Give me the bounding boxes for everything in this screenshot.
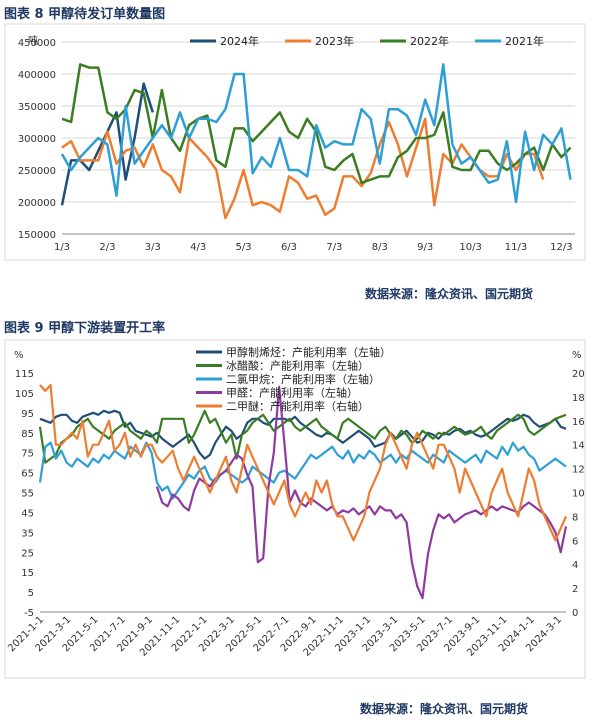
right-y-tick-label: 8 (572, 512, 578, 523)
right-y-tick-label: 16 (572, 417, 585, 428)
left-y-axis-unit: % (14, 350, 24, 361)
right-y-tick-label: 12 (572, 465, 585, 476)
chart-1-frame (4, 23, 586, 261)
y-tick-label: 450000 (18, 38, 56, 49)
figure-2-caption: 图表 9 甲醇下游装置开工率 (4, 321, 166, 336)
left-y-tick-label: 35 (21, 528, 34, 539)
series-line (155, 385, 568, 600)
right-y-tick-label: 18 (572, 393, 585, 404)
left-y-tick-label: 75 (21, 449, 34, 460)
y-tick-label: 200000 (18, 198, 56, 209)
y-tick-label: 400000 (18, 70, 56, 81)
x-tick-label: 6/3 (281, 242, 297, 253)
right-y-tick-label: 4 (572, 560, 578, 571)
x-tick-label: 5/3 (236, 242, 252, 253)
x-tick-label: 4/3 (190, 242, 206, 253)
legend-label: 2022年 (410, 34, 449, 48)
x-tick-label: 10/3 (459, 242, 481, 253)
left-y-tick-label: 95 (21, 409, 34, 420)
right-y-tick-label: 10 (572, 489, 585, 500)
x-tick-label: 11/3 (505, 242, 527, 253)
left-y-tick-label: 115 (15, 369, 34, 380)
left-y-tick-label: 105 (15, 389, 34, 400)
right-y-tick-label: 14 (572, 441, 585, 452)
y-tick-label: 350000 (18, 102, 56, 113)
right-y-tick-label: 6 (572, 536, 578, 547)
y-tick-label: 150000 (18, 230, 56, 241)
series-line (39, 383, 568, 542)
chart-2-frame (4, 339, 586, 679)
figure-1-caption: 图表 8 甲醇待发订单数量图 (4, 7, 166, 22)
right-y-tick-label: 20 (572, 369, 585, 380)
x-tick-label: 7/3 (326, 242, 342, 253)
legend-label: 二甲醚：产能利用率（右轴） (226, 399, 369, 413)
legend-label: 2023年 (315, 34, 354, 48)
left-y-tick-label: 65 (21, 469, 34, 480)
x-tick-label: 2/3 (99, 242, 115, 253)
legend-label: 2024年 (220, 34, 259, 48)
legend-label: 甲醇制烯烃：产能利用率（左轴） (226, 345, 391, 359)
legend-label: 冰醋酸：产能利用率（左轴） (226, 359, 369, 373)
left-y-tick-label: -5 (24, 608, 34, 619)
x-tick-label: 3/3 (145, 242, 161, 253)
legend-label: 2021年 (505, 34, 544, 48)
y-axis-unit: 吨 (28, 34, 38, 47)
legend-label: 二氯甲烷：产能利用率（左轴） (226, 372, 380, 386)
figure-1-source: 数据来源：隆众资讯、国元期货 (365, 287, 534, 301)
series-line (38, 441, 567, 500)
series-line (61, 117, 545, 220)
left-y-tick-label: 5 (28, 588, 34, 599)
order-backlog-chart: 150000 200000 250000 300000 350000 400000 4500… (4, 23, 586, 261)
left-y-tick-label: 45 (21, 508, 34, 519)
series-line (39, 409, 567, 460)
x-tick-label: 1/3 (54, 242, 70, 253)
x-tick-label: 12/3 (550, 242, 572, 253)
downstream-utilization-chart: -5 5 15 25 35 45 55 65 75 85 95 105 115 0 2 4 6 8 10 12 14 16… (4, 339, 586, 679)
left-y-tick-label: 15 (21, 568, 34, 579)
left-y-tick-label: 85 (21, 429, 34, 440)
series-line (38, 409, 567, 464)
right-y-axis-unit: % (572, 350, 582, 361)
x-tick-label: 8/3 (372, 242, 388, 253)
left-y-tick-label: 25 (21, 548, 34, 559)
right-y-tick-label: 0 (572, 608, 578, 619)
figure-2-source: 数据来源：隆众资讯、国元期货 (360, 702, 529, 716)
series-line (60, 63, 572, 204)
legend-label: 甲醛：产能利用率（左轴） (226, 386, 358, 400)
left-y-tick-label: 55 (21, 489, 34, 500)
y-tick-label: 300000 (18, 134, 56, 145)
y-tick-label: 250000 (18, 166, 56, 177)
right-y-tick-label: 2 (572, 584, 578, 595)
x-tick-label: 9/3 (417, 242, 433, 253)
